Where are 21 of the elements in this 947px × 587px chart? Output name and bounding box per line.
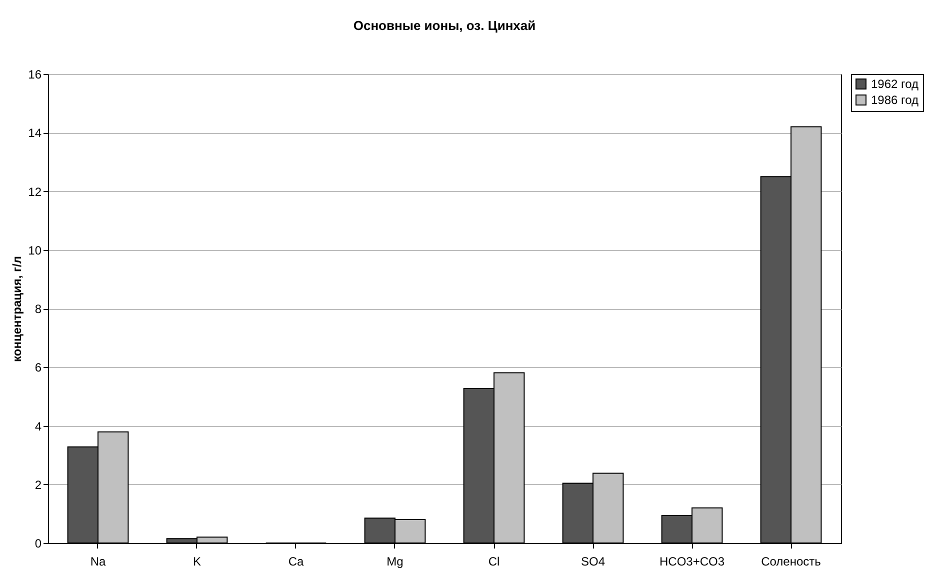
y-tick-label: 12 [28, 184, 42, 199]
x-tick-label: Ca [288, 554, 304, 568]
y-tick-label: 6 [34, 360, 42, 375]
chart-title: Основные ионы, оз. Цинхай [353, 18, 536, 33]
x-tick-label: K [192, 554, 202, 568]
y-tick-label: 10 [28, 243, 42, 258]
x-tick-label: Mg [386, 554, 404, 568]
x-tick-label: Cl [488, 554, 500, 568]
y-tick-label: 0 [34, 536, 42, 550]
y-tick-label: 4 [34, 419, 42, 434]
x-tick-label: Na [90, 554, 106, 568]
y-tick-label: 8 [34, 302, 42, 316]
x-tick-label: SO4 [580, 554, 606, 568]
x-tick-label: HCO3+CO3 [659, 554, 725, 568]
y-tick-label: 16 [28, 68, 42, 82]
legend-label: 1962 год [871, 77, 919, 91]
y-tick-label: 2 [34, 478, 42, 492]
y-tick-label: 14 [28, 126, 42, 140]
y-axis-title: концентрация, г/л [10, 256, 24, 362]
legend-label: 1986 год [871, 93, 919, 107]
x-tick-label: Соленость [761, 554, 821, 568]
